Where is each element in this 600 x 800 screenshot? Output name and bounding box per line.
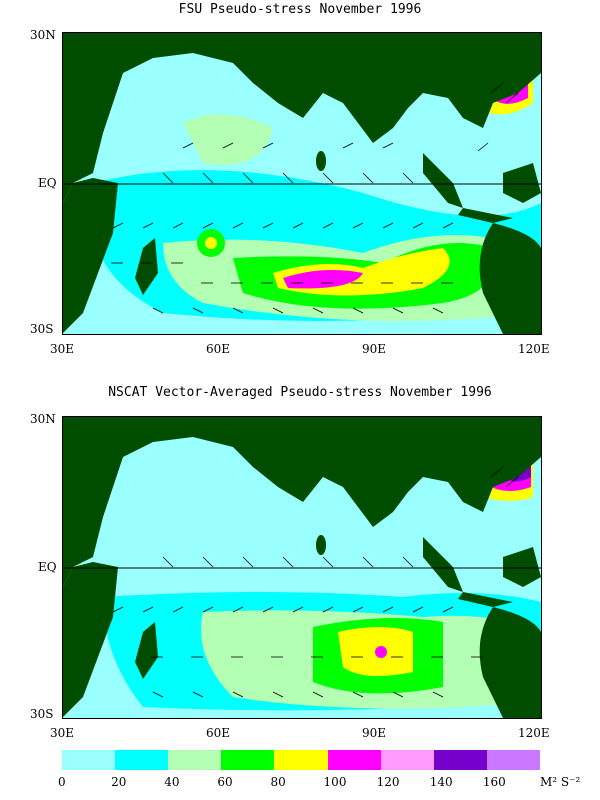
map-nscat: [62, 416, 542, 719]
colorbar-swatch: [327, 750, 382, 770]
contour-100-120: [375, 646, 387, 658]
colorbar-swatch: [168, 750, 222, 770]
land-borneo: [503, 163, 541, 203]
panel-title-nscat: NSCAT Vector-Averaged Pseudo-stress Nove…: [108, 385, 492, 400]
lon-label-90e: 90E: [362, 726, 387, 740]
colorbar-tick-label: 20: [111, 775, 127, 789]
land-madagascar: [135, 622, 158, 679]
lat-label-30s: 30S: [30, 707, 54, 721]
land-asia: [63, 417, 541, 587]
lat-label-30n: 30N: [30, 412, 56, 426]
land-java: [458, 208, 513, 223]
contour-40-60: [183, 114, 273, 165]
land-africa: [63, 562, 118, 717]
colorbar-tick-label: 0: [58, 775, 66, 789]
colorbar-tick-label: 60: [217, 775, 233, 789]
contour-100-120: [283, 269, 363, 289]
lon-label-30e: 30E: [50, 726, 75, 740]
colorbar-ticks: 0 20 40 60 80 100 120 140 160: [0, 775, 600, 791]
colorbar-swatch: [62, 750, 116, 770]
panel-title-fsu: FSU Pseudo-stress November 1996: [178, 2, 422, 17]
colorbar-tick-label: 140: [429, 775, 453, 789]
contour-80-100: [205, 237, 217, 249]
colorbar-swatch: [486, 750, 541, 770]
land-madagascar: [135, 238, 158, 295]
land-asia: [63, 33, 541, 203]
land-australia: [479, 607, 541, 718]
land-australia: [479, 223, 541, 334]
colorbar-tick-label: 160: [482, 775, 506, 789]
lon-label-30e: 30E: [50, 342, 75, 356]
wind-arrows: [112, 466, 519, 698]
colorbar-tick-label: 80: [270, 775, 286, 789]
lat-label-eq: EQ: [38, 560, 57, 574]
land-sumatra: [423, 153, 463, 208]
land-sri-lanka: [316, 535, 326, 555]
lat-label-30s: 30S: [30, 322, 54, 336]
map-fsu: [62, 32, 542, 335]
colorbar-tick-label: 120: [376, 775, 400, 789]
land-africa: [63, 178, 118, 333]
lon-label-60e: 60E: [206, 726, 231, 740]
lat-label-30n: 30N: [30, 28, 56, 42]
lon-label-60e: 60E: [206, 342, 231, 356]
land-java: [458, 592, 513, 607]
lat-label-eq: EQ: [38, 176, 57, 190]
wind-arrows: [111, 82, 519, 314]
colorbar: [62, 750, 541, 770]
land-sri-lanka: [316, 151, 326, 171]
lon-label-120e: 120E: [518, 342, 550, 356]
colorbar-swatch: [274, 750, 329, 770]
colorbar-tick-label: 40: [164, 775, 180, 789]
colorbar-swatch: [380, 750, 435, 770]
colorbar-swatch: [433, 750, 488, 770]
land-borneo: [503, 547, 541, 587]
land-sumatra: [423, 537, 463, 592]
colorbar-tick-label: 100: [323, 775, 347, 789]
lon-label-120e: 120E: [518, 726, 550, 740]
lon-label-90e: 90E: [362, 342, 387, 356]
colorbar-unit: M² S⁻²: [540, 775, 581, 789]
colorbar-swatch: [221, 750, 275, 770]
colorbar-swatch: [115, 750, 169, 770]
